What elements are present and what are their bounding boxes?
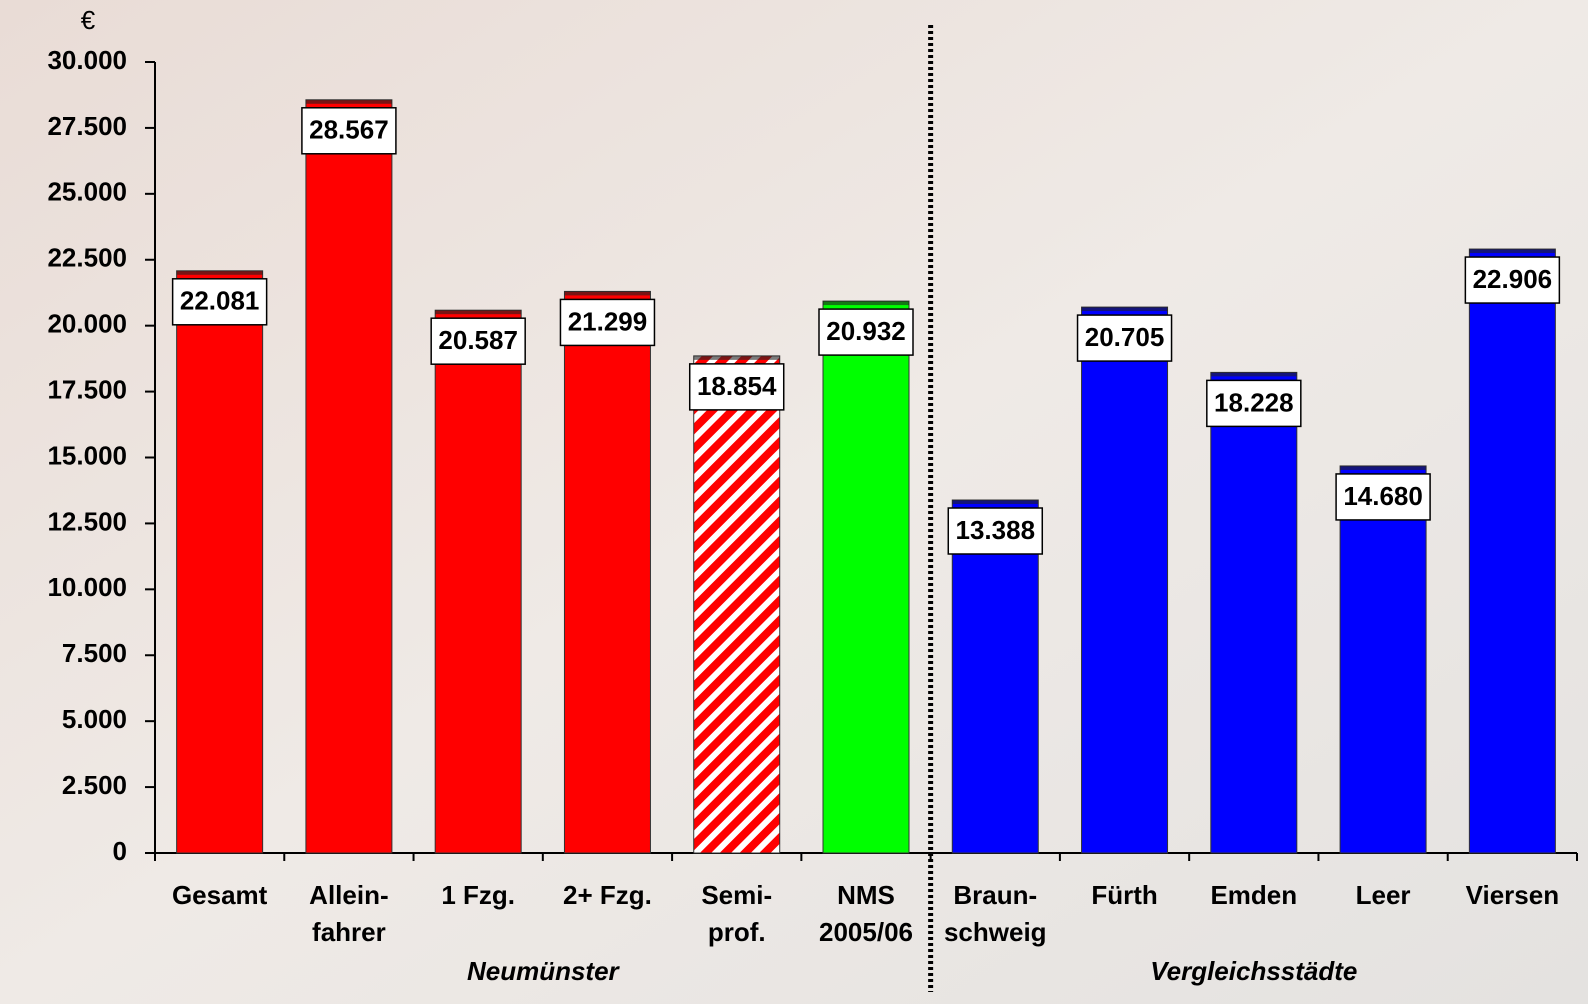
y-tick-label: 25.000 [47, 177, 127, 207]
value-label: 14.680 [1343, 481, 1423, 511]
x-tick-label: Emden [1210, 880, 1297, 910]
bar-cap [1081, 307, 1168, 312]
y-tick-label: 7.500 [62, 638, 127, 668]
value-label: 21.299 [568, 306, 648, 336]
value-label-box [430, 317, 526, 365]
y-tick-label: 27.500 [47, 111, 127, 141]
x-tick-label: Viersen [1466, 880, 1559, 910]
value-label-box [1335, 473, 1431, 521]
value-label-box [1464, 256, 1561, 304]
value-label-box [301, 107, 397, 155]
y-tick-label: 10.000 [47, 572, 127, 602]
bar-cap [564, 291, 651, 296]
bar-cap [823, 301, 909, 306]
value-label-box [818, 308, 914, 356]
bar [563, 290, 651, 854]
value-label: 20.705 [1085, 322, 1165, 352]
y-tick-label: 2.500 [62, 770, 127, 800]
bar-cap [176, 270, 263, 275]
value-label-box [171, 278, 268, 326]
bar-cap [305, 99, 392, 104]
value-label: 28.567 [309, 115, 389, 145]
y-tick-label: 15.000 [47, 440, 127, 470]
value-label-box [559, 298, 656, 347]
y-tick-label: 5.000 [62, 704, 127, 734]
bar [1468, 248, 1556, 854]
bar [693, 355, 781, 854]
bar-cap [1469, 249, 1556, 254]
x-tick-label: Allein- [309, 880, 388, 910]
value-label: 18.854 [697, 371, 777, 401]
x-tick-label: 1 Fzg. [441, 880, 515, 910]
bar [176, 270, 264, 854]
value-label: 20.932 [826, 316, 906, 346]
bar [305, 99, 393, 854]
y-tick-label: 22.500 [47, 243, 127, 273]
x-tick-label: prof. [708, 917, 766, 947]
value-label: 20.587 [438, 325, 518, 355]
x-tick-label: Gesamt [172, 880, 268, 910]
value-label-box [1076, 314, 1173, 362]
value-label-box [947, 507, 1044, 555]
x-tick-label: Fürth [1091, 880, 1157, 910]
bar-cap [1210, 372, 1297, 377]
bar-cap [1340, 465, 1427, 470]
y-tick-label: 12.500 [47, 506, 127, 536]
value-label-box [688, 363, 785, 411]
bar-cap [952, 500, 1039, 505]
bar [951, 499, 1039, 854]
y-tick-label: 0 [113, 836, 127, 866]
bar [1210, 371, 1298, 854]
x-tick-label: Leer [1356, 880, 1411, 910]
bar [822, 300, 910, 854]
x-tick-label: NMS [837, 880, 895, 910]
y-tick-label: 30.000 [47, 45, 127, 75]
x-tick-label: 2+ Fzg. [563, 880, 652, 910]
group-label: Neumünster [467, 956, 621, 986]
bar-cap [693, 355, 780, 360]
bar [1081, 306, 1169, 854]
bar [1339, 465, 1427, 854]
x-tick-label: schweig [944, 917, 1047, 947]
x-tick-label: fahrer [312, 917, 386, 947]
bar [434, 309, 522, 854]
value-label: 22.906 [1473, 264, 1553, 294]
y-tick-label: 20.000 [47, 309, 127, 339]
value-label-box [1206, 379, 1302, 428]
y-tick-label: 17.500 [47, 374, 127, 404]
value-label: 22.081 [180, 286, 260, 316]
group-label: Vergleichsstädte [1150, 956, 1357, 986]
x-tick-label: 2005/06 [819, 917, 913, 947]
x-tick-label: Semi- [701, 880, 772, 910]
bar-cap [435, 310, 522, 315]
x-tick-label: Braun- [953, 880, 1037, 910]
value-label: 13.388 [956, 515, 1036, 545]
value-label: 18.228 [1214, 387, 1294, 417]
unit-label: € [81, 5, 96, 35]
